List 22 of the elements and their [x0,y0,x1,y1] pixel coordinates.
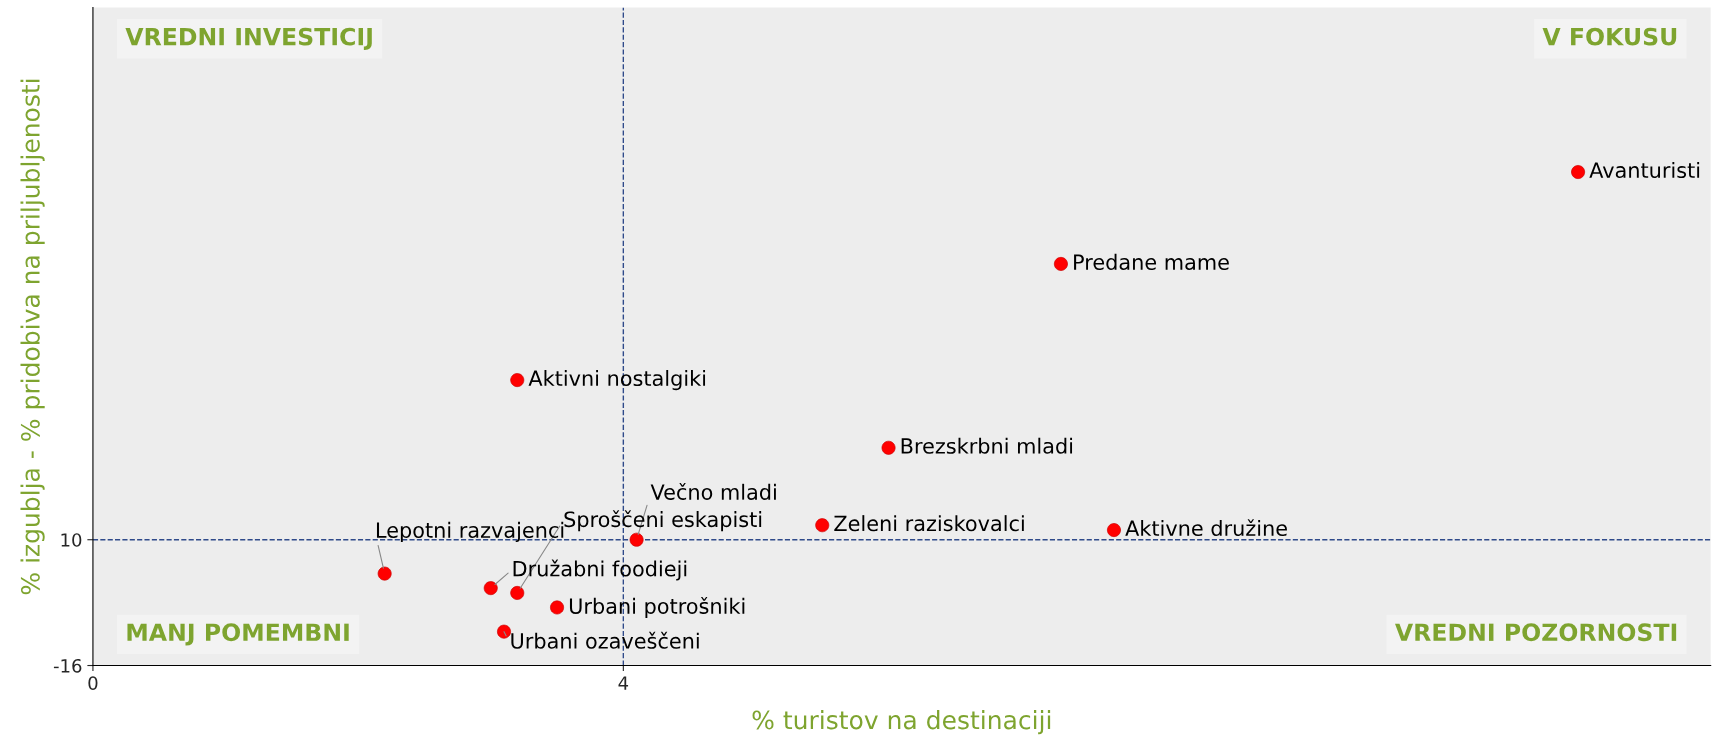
annotation: Večno mladi [650,482,776,500]
y-axis-title: % izgublja - % pridobiva na priljubljenosti [20,79,45,595]
annotation: Sproščeni eskapisti [564,510,762,532]
annotation: V FOKUSU [1542,27,1677,46]
annotation: Aktivne družine [1125,519,1287,537]
annotation: Lepotni razvajenci [376,521,564,543]
x-tick-label: 4 [618,676,629,690]
annotation: VREDNI INVESTICIJ [125,27,372,50]
annotation: Urbani ozaveščeni [511,631,699,649]
annotation: Urbani potrošniki [569,596,745,618]
x-axis-title: % turistov na destinaciji [752,710,1051,735]
annotation: Aktivni nostalgiki [528,369,706,391]
annotation: VREDNI POZORNOSTI [1395,623,1677,642]
annotation: Predane mame [1074,253,1229,270]
y-tick-label: -16 [53,658,82,673]
annotation: MANJ POMEMBNI [127,623,349,646]
annotation: Zeleni raziskovalci [834,515,1024,532]
y-tick-label: 10 [61,533,82,547]
annotation: Družabni foodieji [513,559,687,581]
annotation: Avanturisti [1589,161,1700,179]
x-tick-label: 0 [88,676,98,690]
annotation: Brezskrbni mladi [901,437,1073,454]
